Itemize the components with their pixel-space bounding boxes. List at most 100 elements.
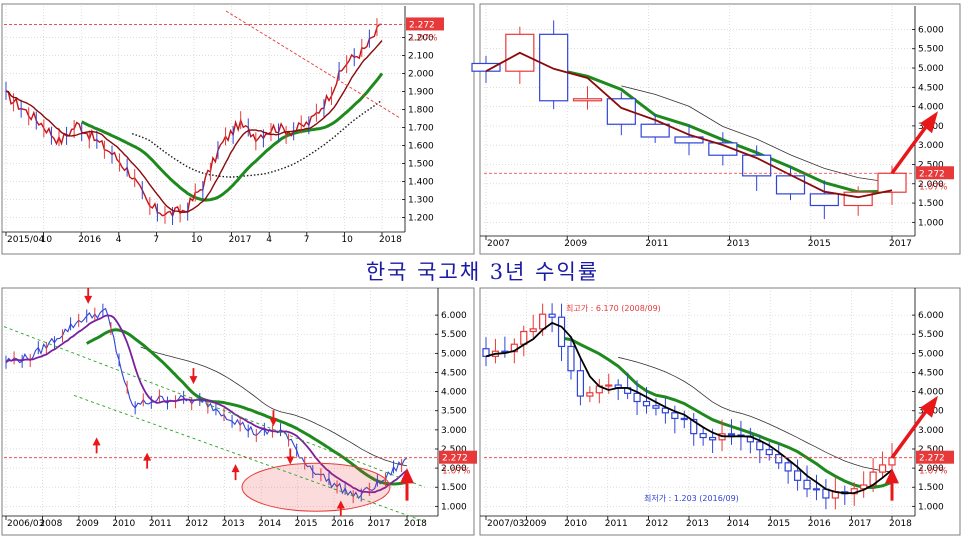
- y-tick-label: 1.500: [408, 160, 434, 170]
- x-tick-label: 2018: [379, 235, 402, 245]
- x-tick-label: 2008: [39, 519, 62, 529]
- uptrend-arrow-head: [920, 111, 938, 134]
- x-tick-label: 4: [116, 235, 122, 245]
- price-badge: [916, 450, 954, 464]
- candle-body: [793, 470, 802, 481]
- candle-body: [843, 191, 873, 207]
- signal-arrow-head: [336, 500, 345, 509]
- uptrend-arrow-head: [920, 395, 938, 418]
- candle-body: [633, 392, 641, 403]
- candle-body: [727, 433, 736, 436]
- y-tick-label: 4.000: [918, 388, 944, 398]
- x-tick-label: 2006/03: [7, 519, 44, 529]
- x-tick-label: 2007: [487, 239, 510, 249]
- y-tick-label: 3.000: [918, 426, 944, 436]
- y-tick-label: 2.000: [918, 464, 944, 474]
- panel-daily: 2.200 2.100 2.000 1.900 1.800 1.700 1.600 1.500…: [1, 3, 475, 255]
- candle-body: [803, 479, 811, 490]
- change-percent-label: 1.07%: [919, 467, 948, 477]
- change-percent-label: 1.07%: [409, 33, 438, 43]
- moving-average-short: [485, 321, 893, 495]
- y-tick-label: 5.000: [441, 349, 467, 359]
- channel-lower: [73, 395, 426, 523]
- price-badge: [406, 17, 444, 31]
- candle-body: [529, 328, 537, 333]
- y-tick-label: 2.000: [441, 464, 467, 474]
- y-tick-label: 1.600: [408, 142, 434, 152]
- candle-body: [699, 433, 707, 439]
- y-tick-label: 1.200: [408, 214, 434, 224]
- moving-average-long: [621, 85, 893, 184]
- x-tick-label: 2011: [149, 519, 172, 529]
- y-tick-label: 2.000: [408, 69, 434, 79]
- low-annotation: 최저가 : 1.203 (2016/09): [644, 493, 739, 503]
- y-tick-label: 1.300: [408, 196, 434, 206]
- candle-body: [765, 449, 773, 456]
- x-tick-label: 2013: [727, 239, 750, 249]
- y-tick-label: 1.700: [408, 124, 434, 134]
- price-value-label: 2.272: [442, 454, 468, 464]
- candle-body: [671, 412, 679, 420]
- candle-body: [674, 136, 704, 144]
- candle-body: [809, 193, 839, 207]
- signal-arrow-head: [269, 418, 278, 427]
- y-tick-label: 3.500: [441, 407, 467, 417]
- y-tick-label: 5.500: [441, 330, 467, 340]
- x-tick-label: 2013: [222, 519, 245, 529]
- moving-average-long: [618, 356, 893, 473]
- y-tick-label: 4.500: [918, 368, 944, 378]
- candle-body: [572, 98, 603, 102]
- x-tick-label: 10: [41, 235, 53, 245]
- price-value-label: 2.272: [409, 20, 435, 30]
- x-tick-label: 10: [341, 235, 353, 245]
- y-tick-label: 5.500: [918, 330, 944, 340]
- moving-average-short: [485, 51, 893, 199]
- candle-body: [471, 62, 501, 72]
- candle-body: [756, 441, 764, 451]
- candle-body: [586, 392, 594, 397]
- x-tick-label: 2017: [848, 519, 871, 529]
- main-title: 한국 국고채 3년 수익률: [365, 260, 600, 284]
- x-tick-label: 10: [191, 235, 203, 245]
- candle-body: [709, 436, 717, 441]
- y-tick-label: 4.500: [918, 83, 944, 93]
- x-tick-label: 2015: [808, 239, 831, 249]
- y-tick-label: 1.500: [918, 199, 944, 209]
- candle-body: [539, 313, 547, 330]
- y-tick-label: 2.500: [441, 445, 467, 455]
- uptrend-arrow-shaft: [890, 120, 932, 175]
- candle-body: [640, 123, 670, 138]
- x-tick-label: 2014: [258, 519, 281, 529]
- candle-body: [605, 384, 613, 387]
- x-tick-label: 2009: [524, 519, 547, 529]
- y-tick-label: 2.000: [918, 180, 944, 190]
- panel-frame: [1, 287, 475, 536]
- x-tick-label: 2018: [889, 519, 912, 529]
- x-tick-label: 2017: [368, 519, 391, 529]
- signal-arrow-head: [231, 464, 240, 473]
- x-tick-label: 2016: [808, 519, 831, 529]
- y-tick-label: 1.000: [918, 502, 944, 512]
- y-tick-label: 1.000: [918, 218, 944, 228]
- x-tick-label: 2018: [404, 519, 427, 529]
- signal-arrow-head: [92, 437, 101, 446]
- uptrend-arrow-shaft: [890, 404, 932, 459]
- x-tick-label: 2012: [645, 519, 668, 529]
- candle-body: [878, 464, 887, 473]
- price-badge: [916, 166, 954, 180]
- candle-body: [557, 316, 566, 348]
- signal-arrow-head: [84, 295, 93, 304]
- breakout-arrow-head: [400, 468, 414, 484]
- candle-body: [548, 313, 556, 318]
- x-tick-label: 2015: [767, 519, 790, 529]
- x-tick-label: 7: [153, 235, 159, 245]
- y-tick-label: 1.400: [408, 178, 434, 188]
- candle-body: [567, 345, 575, 372]
- candle-body: [888, 457, 896, 466]
- resistance-trendline: [225, 10, 401, 119]
- price-badge: [439, 450, 477, 464]
- price-value-label: 2.272: [919, 169, 945, 179]
- y-tick-label: 1.000: [441, 502, 467, 512]
